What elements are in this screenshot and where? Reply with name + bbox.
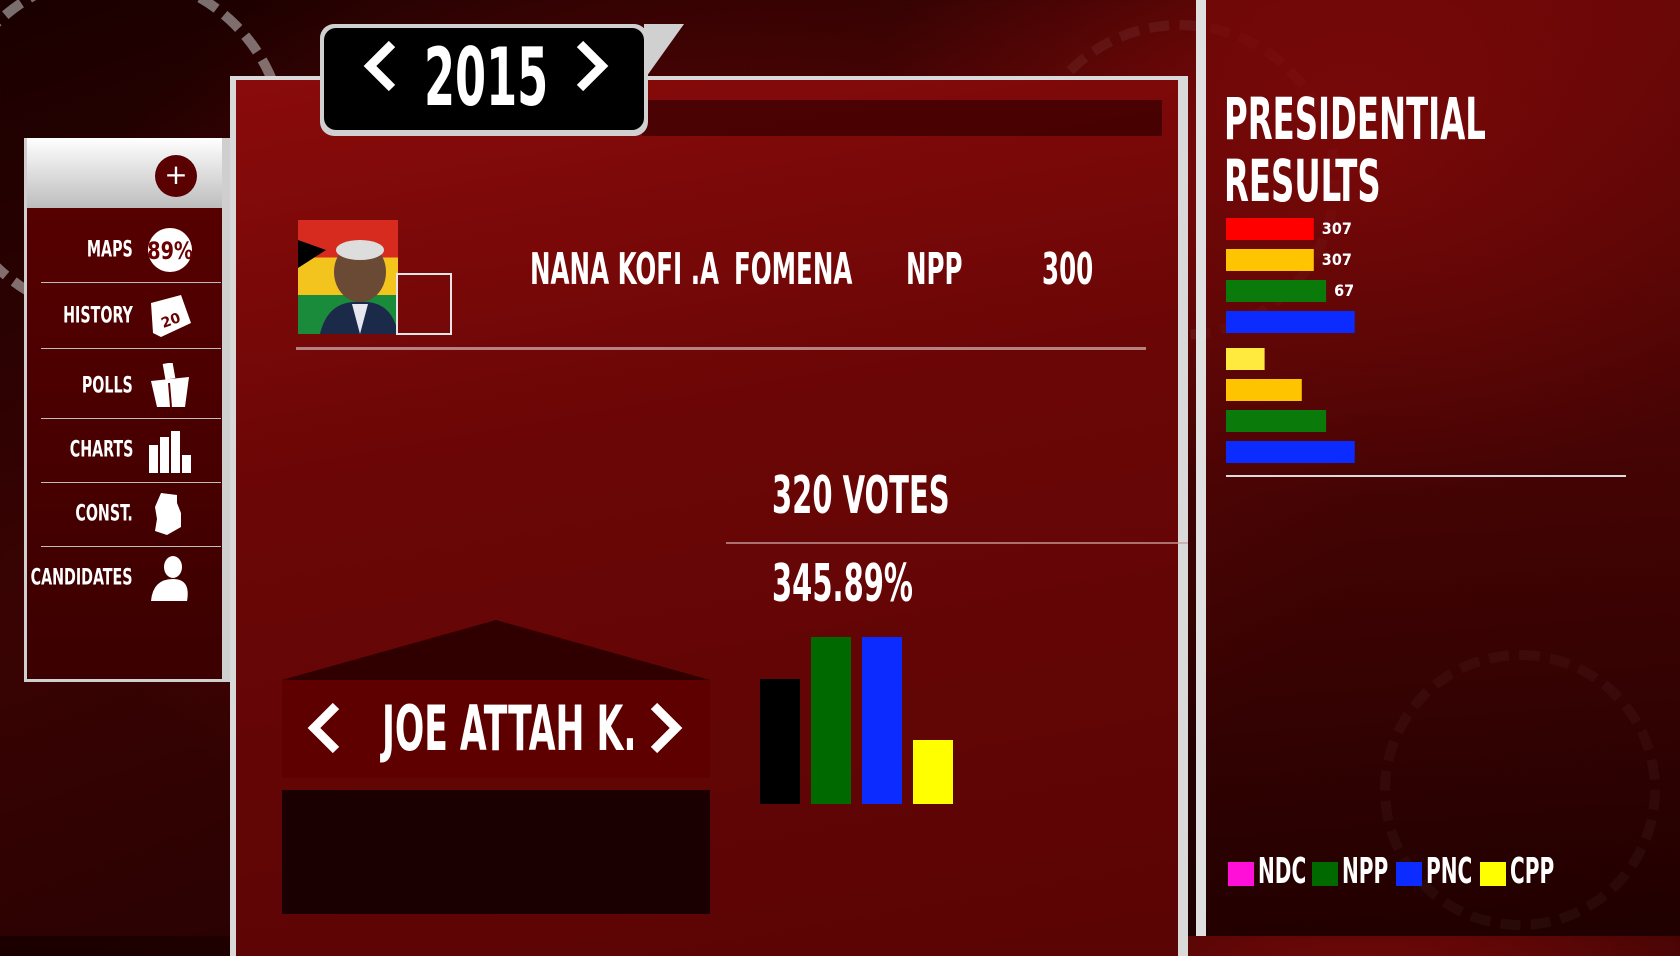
legend-swatch: [1480, 862, 1506, 886]
party-vote-bar: [862, 637, 902, 804]
candidate-selector: JOE ATTAH K.: [282, 680, 710, 778]
ballot-box-icon: [147, 362, 193, 409]
photo-frame: [396, 273, 452, 335]
number-text: 300: [1042, 244, 1094, 295]
menu-item-label: CANDIDATES: [31, 565, 133, 591]
presidential-results-chart: 307 307 67: [1226, 218, 1355, 463]
map-percent-icon: 89%: [147, 227, 193, 273]
result-bar-label: 307: [1322, 219, 1352, 238]
results-title-line1: PRESIDENTIAL: [1224, 85, 1486, 153]
menu-item-label: CONST.: [75, 501, 133, 527]
results-panel: [1196, 0, 1680, 936]
divider: [1226, 475, 1626, 477]
year-selector: 2015: [324, 28, 644, 130]
legend-label: NPP: [1342, 851, 1389, 892]
menu-item-maps[interactable]: MAPS 89%: [41, 218, 221, 283]
selector-roof: [282, 620, 710, 680]
year-tab-wedge: [644, 24, 684, 80]
party-vote-bar: [811, 637, 851, 804]
result-bar: [1226, 311, 1355, 333]
result-bar-label: 67: [1334, 281, 1354, 300]
menu-item-label: HISTORY: [63, 303, 133, 329]
result-bar: [1226, 218, 1314, 240]
header-strip: [642, 100, 1162, 136]
chevron-right-icon[interactable]: [572, 36, 612, 100]
legend-label: NDC: [1258, 851, 1307, 892]
ghana-map-icon: [147, 491, 193, 537]
results-title-line2: RESULTS: [1224, 147, 1381, 215]
candidate-selector-name: JOE ATTAH K.: [382, 692, 637, 765]
candidate-photo: [298, 220, 398, 334]
year-value: 2015: [424, 31, 549, 124]
bar-chart-icon: [147, 427, 193, 473]
result-bar: [1226, 410, 1327, 432]
result-bar: [1226, 280, 1327, 302]
menu-item-label: POLLS: [82, 373, 133, 399]
menu-item-candidates[interactable]: CANDIDATES: [31, 546, 221, 610]
svg-text:20: 20: [159, 310, 183, 332]
menu-item-charts[interactable]: CHARTS: [41, 418, 221, 483]
calendar-icon: 20: [147, 293, 193, 339]
result-bar: [1226, 249, 1314, 271]
result-bar: [1226, 379, 1302, 401]
party-vote-chart: [760, 637, 953, 804]
svg-text:89%: 89%: [147, 238, 193, 266]
legend-swatch: [1312, 862, 1338, 886]
divider: [296, 347, 1146, 350]
candidate-name-text: NANA KOFI .A: [530, 244, 720, 295]
result-bar-label: 307: [1322, 250, 1352, 269]
side-menu-header: +: [27, 138, 222, 208]
side-menu: + MAPS 89% HISTORY 20 POLLS CHARTS CONST. CANDI…: [24, 138, 230, 682]
divider: [726, 542, 1188, 544]
add-button[interactable]: +: [155, 155, 197, 197]
menu-item-label: MAPS: [87, 237, 133, 263]
legend-label: CPP: [1510, 851, 1555, 892]
constituency-text: FOMENA: [734, 244, 853, 295]
menu-item-history[interactable]: HISTORY 20: [41, 284, 221, 349]
person-icon: [147, 555, 193, 601]
menu-item-polls[interactable]: POLLS: [41, 354, 221, 419]
result-bar: [1226, 441, 1355, 463]
party-text: NPP: [906, 244, 963, 295]
chevron-left-icon[interactable]: [360, 36, 400, 111]
legend-label: PNC: [1426, 851, 1473, 892]
chevron-left-icon[interactable]: [304, 700, 344, 760]
votes-count: 320 VOTES: [772, 466, 950, 526]
results-title: PRESIDENTIAL RESULTS: [1224, 88, 1646, 212]
menu-item-label: CHARTS: [69, 437, 133, 463]
chevron-right-icon[interactable]: [646, 700, 686, 760]
menu-item-const[interactable]: CONST.: [41, 482, 221, 547]
result-bar: [1226, 348, 1265, 370]
party-vote-bar: [760, 679, 800, 804]
legend-swatch: [1396, 862, 1422, 886]
candidate-details-box: [282, 790, 710, 914]
legend-swatch: [1228, 862, 1254, 886]
party-vote-bar: [913, 740, 953, 804]
votes-percent: 345.89%: [772, 554, 913, 614]
